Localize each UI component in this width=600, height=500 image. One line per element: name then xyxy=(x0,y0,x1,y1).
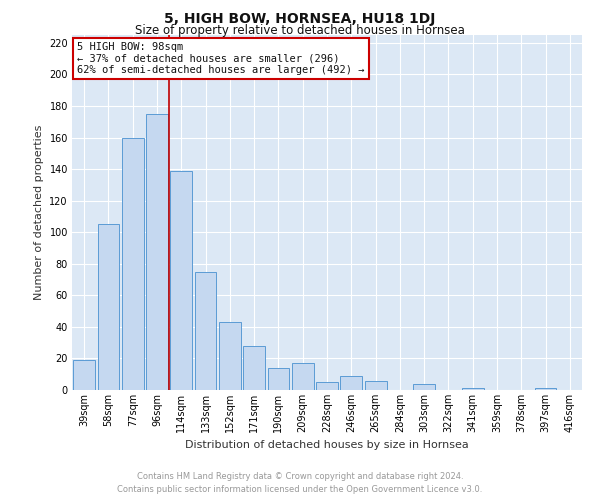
Bar xyxy=(97,224,119,390)
Bar xyxy=(194,272,217,390)
Bar xyxy=(340,376,362,390)
Text: Size of property relative to detached houses in Hornsea: Size of property relative to detached ho… xyxy=(135,24,465,37)
Bar xyxy=(316,382,338,390)
Bar xyxy=(292,363,314,390)
Bar xyxy=(146,114,168,390)
Bar xyxy=(413,384,435,390)
Text: 5 HIGH BOW: 98sqm
← 37% of detached houses are smaller (296)
62% of semi-detache: 5 HIGH BOW: 98sqm ← 37% of detached hous… xyxy=(77,42,365,76)
Bar xyxy=(243,346,265,390)
Text: Contains HM Land Registry data © Crown copyright and database right 2024.
Contai: Contains HM Land Registry data © Crown c… xyxy=(118,472,482,494)
X-axis label: Distribution of detached houses by size in Hornsea: Distribution of detached houses by size … xyxy=(185,440,469,450)
Bar xyxy=(365,380,386,390)
Bar xyxy=(268,368,289,390)
Y-axis label: Number of detached properties: Number of detached properties xyxy=(34,125,44,300)
Bar xyxy=(122,138,143,390)
Bar xyxy=(462,388,484,390)
Bar xyxy=(73,360,95,390)
Bar xyxy=(219,322,241,390)
Bar xyxy=(535,388,556,390)
Bar xyxy=(170,170,192,390)
Text: 5, HIGH BOW, HORNSEA, HU18 1DJ: 5, HIGH BOW, HORNSEA, HU18 1DJ xyxy=(164,12,436,26)
